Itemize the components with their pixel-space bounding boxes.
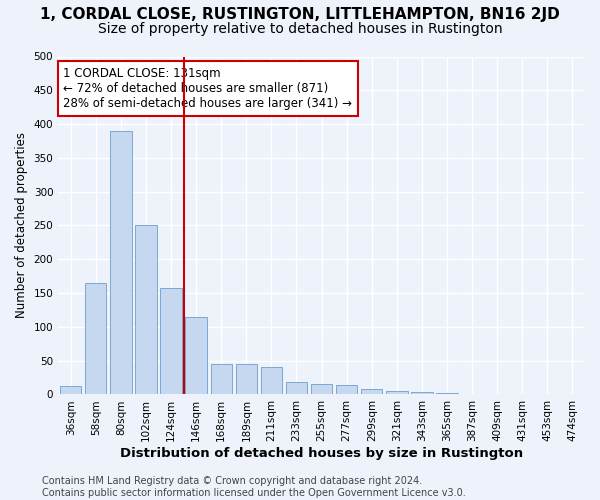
Bar xyxy=(311,384,332,394)
Bar xyxy=(160,288,182,395)
Text: 1 CORDAL CLOSE: 131sqm
← 72% of detached houses are smaller (871)
28% of semi-de: 1 CORDAL CLOSE: 131sqm ← 72% of detached… xyxy=(64,66,352,110)
Bar xyxy=(60,386,82,394)
Bar xyxy=(336,385,358,394)
Bar xyxy=(286,382,307,394)
Bar xyxy=(411,392,433,394)
Text: Contains HM Land Registry data © Crown copyright and database right 2024.
Contai: Contains HM Land Registry data © Crown c… xyxy=(42,476,466,498)
Bar xyxy=(361,389,382,394)
Bar xyxy=(136,226,157,394)
Bar xyxy=(386,391,407,394)
Bar xyxy=(261,368,282,394)
Bar xyxy=(236,364,257,394)
Bar xyxy=(211,364,232,394)
Bar xyxy=(436,393,458,394)
Text: 1, CORDAL CLOSE, RUSTINGTON, LITTLEHAMPTON, BN16 2JD: 1, CORDAL CLOSE, RUSTINGTON, LITTLEHAMPT… xyxy=(40,8,560,22)
Bar xyxy=(185,316,207,394)
Bar xyxy=(110,131,131,394)
Text: Size of property relative to detached houses in Rustington: Size of property relative to detached ho… xyxy=(98,22,502,36)
Y-axis label: Number of detached properties: Number of detached properties xyxy=(15,132,28,318)
Bar xyxy=(85,283,106,395)
X-axis label: Distribution of detached houses by size in Rustington: Distribution of detached houses by size … xyxy=(120,447,523,460)
